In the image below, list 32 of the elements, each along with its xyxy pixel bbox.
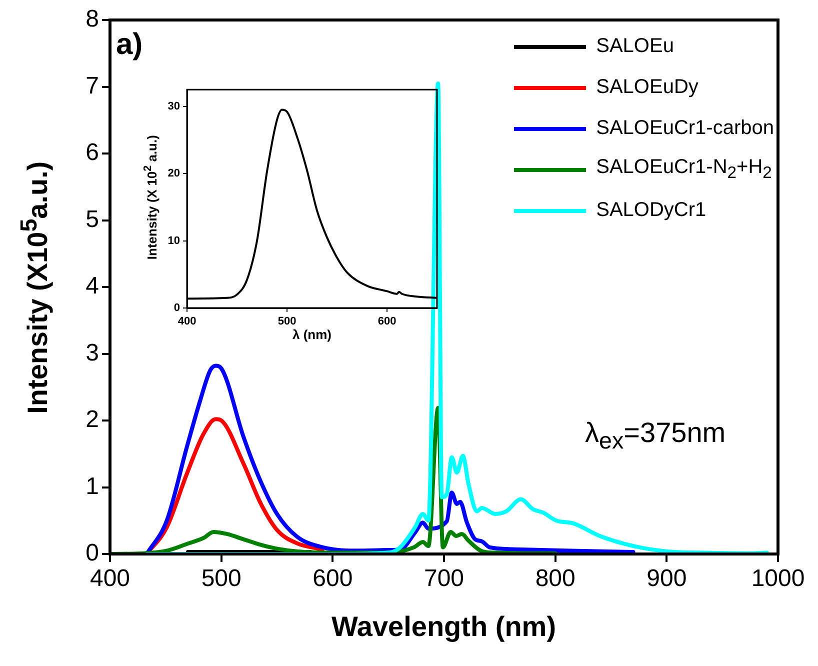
legend-label: SALODyCr1 [596,199,706,222]
x-axis-title: Wavelength (nm) [332,611,556,643]
x-tick-label: 400 [178,316,196,328]
y-tick-label: 0 [174,302,180,314]
y-tick-label: 8 [86,6,99,33]
x-axis-title: λ (nm) [292,327,332,342]
x-tick-label: 400 [90,565,130,592]
y-tick-label: 20 [168,168,180,180]
x-tick-label: 1000 [751,565,805,592]
y-tick-label: 30 [168,100,180,112]
x-tick-label: 500 [201,565,242,592]
y-tick-label: 0 [86,540,99,567]
y-tick-label: 7 [86,72,99,100]
y-tick-label: 10 [168,234,180,247]
legend-label: SALOEu [596,35,674,58]
annotation: λ$_{ex}$=375nm [585,417,726,454]
y-tick-label: 3 [86,339,99,366]
x-tick-label: 800 [535,565,576,592]
y-tick-label: 6 [86,139,99,166]
x-tick-label: 600 [312,565,353,592]
x-tick-label: 900 [646,565,687,592]
legend-label: SALOEuCr1-N$_{2}$+H$_{2}$ [596,156,772,183]
legend-label: SALOEuDy [596,76,698,99]
x-tick-label: 500 [278,316,296,328]
annotation: a) [116,28,143,61]
y-tick-label: 2 [86,406,99,434]
x-tick-label: 600 [378,316,396,328]
y-tick-label: 5 [86,206,99,233]
y-tick-label: 4 [86,272,99,300]
legend-label: SALOEuCr1-carbon [596,117,774,140]
x-tick-label: 700 [424,565,464,592]
y-tick-label: 1 [86,472,99,500]
